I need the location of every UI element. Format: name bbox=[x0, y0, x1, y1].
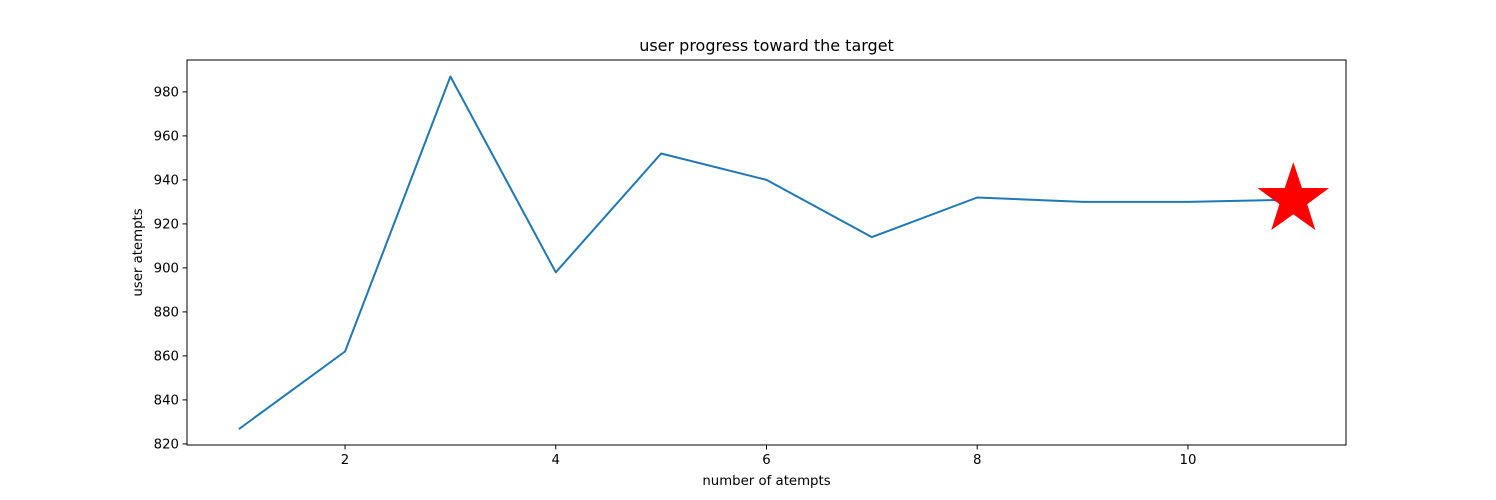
series-line bbox=[238, 75, 1295, 430]
target-star-marker bbox=[1257, 162, 1330, 231]
y-tick-label: 860 bbox=[154, 349, 179, 364]
x-tick-label: 8 bbox=[973, 453, 981, 468]
y-tick-label: 920 bbox=[154, 217, 179, 232]
y-tick-label: 940 bbox=[154, 173, 179, 188]
x-axis-ticks: 2 4 6 8 10 bbox=[341, 445, 1196, 468]
y-tick-label: 900 bbox=[154, 261, 179, 276]
x-axis-label: number of atempts bbox=[702, 474, 830, 489]
x-tick-label: 6 bbox=[762, 453, 770, 468]
y-axis-label: user atempts bbox=[131, 208, 146, 296]
x-tick-label: 4 bbox=[552, 453, 560, 468]
x-tick-label: 2 bbox=[341, 453, 349, 468]
y-axis-ticks: 820 840 860 880 900 920 940 960 980 bbox=[154, 85, 187, 452]
y-tick-label: 980 bbox=[154, 85, 179, 100]
marker-layer bbox=[1257, 162, 1330, 231]
chart-title: user progress toward the target bbox=[639, 36, 894, 55]
y-tick-label: 960 bbox=[154, 129, 179, 144]
y-tick-label: 880 bbox=[154, 305, 179, 320]
series-layer bbox=[238, 75, 1295, 430]
x-tick-label: 10 bbox=[1179, 453, 1196, 468]
y-tick-label: 820 bbox=[154, 437, 179, 452]
y-tick-label: 840 bbox=[154, 393, 179, 408]
